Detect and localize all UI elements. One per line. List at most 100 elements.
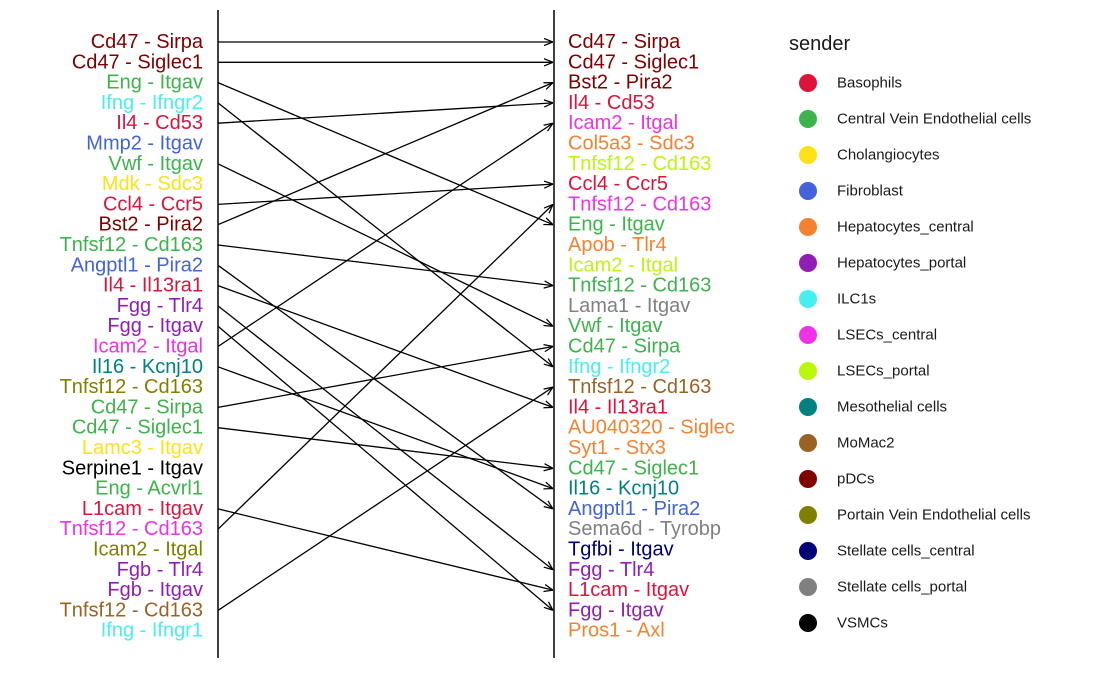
legend-swatch [799,290,817,308]
left-pair-label: Eng - Itgav [106,72,203,94]
left-pair-label: Fgb - Itgav [107,579,203,601]
left-pair-label: Il16 - Kcnj10 [92,356,203,378]
left-pair-label: Cd47 - Siglec1 [72,417,203,439]
legend-label: Portain Vein Endothelial cells [837,507,1030,524]
right-pair-label: Tnfsf12 - Cd163 [568,153,711,175]
right-pair-label: Tnfsf12 - Cd163 [568,193,711,215]
legend-swatch [799,146,817,164]
right-pair-label: Eng - Itgav [568,214,665,236]
legend-swatch [799,182,817,200]
legend-label: Hepatocytes_central [837,219,974,236]
link-arrow [217,347,553,409]
right-pair-label: Pros1 - Axl [568,620,665,642]
left-pair-label: L1cam - Itgav [82,498,203,520]
legend-swatch [799,542,817,560]
left-pair-label: Cd47 - Sirpa [91,31,204,53]
left-pair-label: Tnfsf12 - Cd163 [60,599,203,621]
right-pair-label: Apob - Tlr4 [568,234,667,256]
legend-label: LSECs_central [837,327,937,344]
legend-swatch [799,110,817,128]
link-arrows [217,42,553,611]
right-pair-label: Icam2 - Itgal [568,112,678,134]
legend-label: Central Vein Endothelial cells [837,111,1031,128]
right-pair-label: Cd47 - Siglec1 [568,51,699,73]
legend-label: ILC1s [837,291,876,308]
legend-swatch [799,326,817,344]
link-arrow [217,305,553,570]
link-arrow [217,204,553,530]
right-pair-label: Cd47 - Siglec1 [568,457,699,479]
right-pair-label: AU040320 - Siglec [568,417,735,439]
left-pair-label: Icam2 - Itgal [93,539,203,561]
legend-swatch [799,362,817,380]
right-pair-label: Il16 - Kcnj10 [568,478,679,500]
right-pair-label: Tgfbi - Itgav [568,539,674,561]
left-pair-label: Angptl1 - Pira2 [71,254,203,276]
legend-swatch [799,506,817,524]
link-arrow [217,325,553,610]
left-pair-label: Lamc3 - Itgav [82,437,203,459]
left-pair-label: Icam2 - Itgal [93,336,203,358]
right-pair-label: Il4 - Cd53 [568,92,655,114]
legend-label: Stellate cells_portal [837,579,967,596]
left-pair-label: Ccl4 - Ccr5 [103,193,203,215]
left-pair-label: Fgb - Tlr4 [117,559,203,581]
legend-label: Basophils [837,75,902,92]
legend-label: MoMac2 [837,435,895,452]
link-arrow [217,366,553,489]
legend-swatch [799,398,817,416]
legend-title: sender [789,33,850,55]
left-pair-label: Il4 - Il13ra1 [103,275,203,297]
legend-swatch [799,614,817,632]
left-pair-label: Il4 - Cd53 [116,112,203,134]
right-pair-label: Tnfsf12 - Cd163 [568,376,711,398]
sender-legend: sender Basophils Central Vein Endothelial… [789,33,1031,632]
right-pair-label: L1cam - Itgav [568,579,689,601]
left-pair-label: Vwf - Itgav [109,153,203,175]
left-pair-label: Mdk - Sdc3 [102,173,203,195]
link-arrow [217,244,553,286]
link-arrow [217,83,553,226]
legend-label: Stellate cells_central [837,543,975,560]
legend-label: Hepatocytes_portal [837,255,966,272]
right-pair-label: Angptl1 - Pira2 [568,498,700,520]
right-pair-label: Il4 - Il13ra1 [568,396,668,418]
right-pair-label: Fgg - Itgav [568,599,664,621]
right-pair-label: Ccl4 - Ccr5 [568,173,668,195]
left-pair-label: Bst2 - Pira2 [99,214,203,236]
right-pair-label: Lama1 - Itgav [568,295,690,317]
legend-swatch [799,218,817,236]
right-pair-label: Vwf - Itgav [568,315,662,337]
legend-swatch [799,470,817,488]
legend-label: pDCs [837,471,875,488]
link-arrow [217,508,553,590]
left-pair-label: Tnfsf12 - Cd163 [60,376,203,398]
legend-label: Fibroblast [837,183,904,200]
left-pair-label: Tnfsf12 - Cd163 [60,234,203,256]
legend-swatch [799,434,817,452]
legend-swatch [799,254,817,272]
right-pair-label: Sema6d - Tyrobp [568,518,721,540]
left-pair-label: Mmp2 - Itgav [86,133,203,155]
right-pair-label: Ifng - Ifngr2 [568,356,670,378]
left-pair-label: Fgg - Tlr4 [117,295,203,317]
link-arrow [217,184,553,206]
left-pair-label: Ifng - Ifngr1 [101,620,203,642]
left-pair-label: Eng - Acvrl1 [95,478,203,500]
right-pair-label: Fgg - Tlr4 [568,559,654,581]
left-pair-label: Tnfsf12 - Cd163 [60,518,203,540]
left-pair-label: Cd47 - Siglec1 [72,51,203,73]
legend-label: Cholangiocytes [837,147,940,164]
legend-label: VSMCs [837,615,888,632]
legend-label: Mesothelial cells [837,399,947,416]
right-pair-label: Cd47 - Sirpa [568,336,681,358]
link-arrow [217,103,553,124]
right-pair-label: Icam2 - Itgal [568,254,678,276]
link-arrow [217,427,553,469]
legend-swatch [799,74,817,92]
link-arrow [217,123,553,348]
left-pair-label: Cd47 - Sirpa [91,396,204,418]
link-arrow [217,387,553,611]
